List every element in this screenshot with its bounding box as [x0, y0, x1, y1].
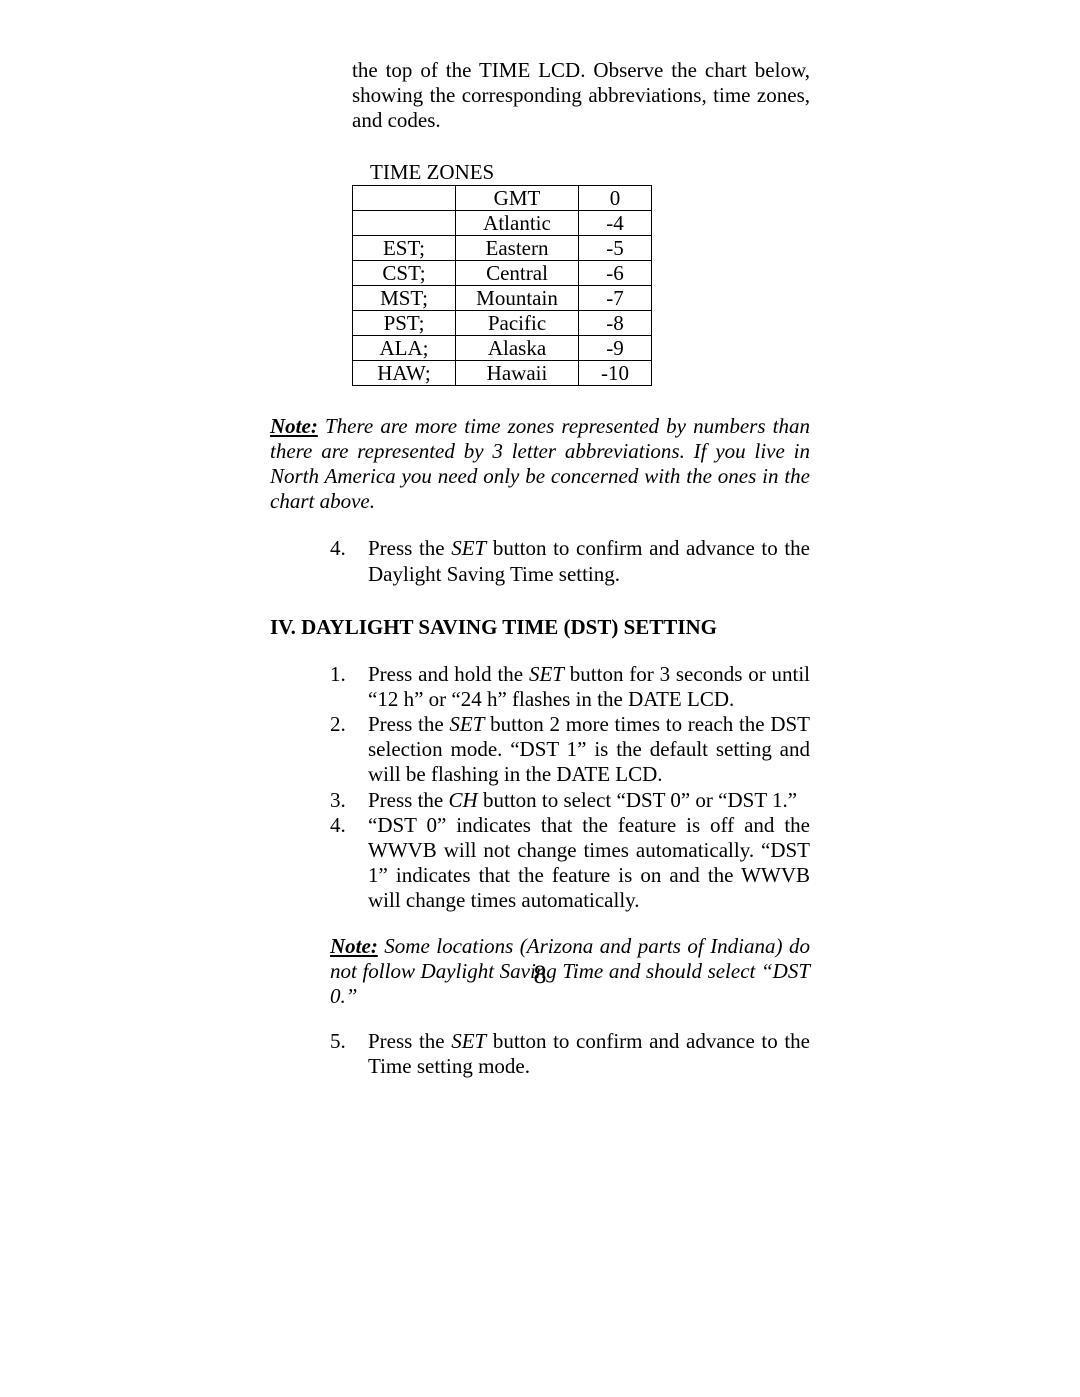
tz-code: -9: [579, 335, 652, 360]
item-text: Press and hold the SET button for 3 seco…: [368, 662, 810, 712]
item-number: 3.: [330, 788, 368, 813]
set-button-label: SET: [449, 712, 484, 736]
list-item: 4. “DST 0” indicates that the feature is…: [330, 813, 810, 914]
note-label: Note:: [270, 414, 318, 438]
tz-name: Atlantic: [456, 210, 579, 235]
list-item: 4. Press the SET button to confirm and a…: [330, 536, 810, 586]
item-number: 5.: [330, 1029, 368, 1079]
note-label: Note:: [330, 934, 378, 958]
tz-name: Alaska: [456, 335, 579, 360]
tz-name: Central: [456, 260, 579, 285]
item-text: Press the SET button to confirm and adva…: [368, 1029, 810, 1079]
set-button-label: SET: [451, 536, 486, 560]
tz-code: -8: [579, 310, 652, 335]
tz-abbr: MST;: [353, 285, 456, 310]
list-item: 3. Press the CH button to select “DST 0”…: [330, 788, 810, 813]
table-row: EST; Eastern -5: [353, 235, 652, 260]
table-row: MST; Mountain -7: [353, 285, 652, 310]
tz-abbr: HAW;: [353, 360, 456, 385]
table-row: GMT 0: [353, 185, 652, 210]
tz-abbr: PST;: [353, 310, 456, 335]
dst-step-list: 1. Press and hold the SET button for 3 s…: [330, 662, 810, 914]
time-zones-tbody: GMT 0 Atlantic -4 EST; Eastern -5 CST; C…: [353, 185, 652, 385]
time-zones-title: TIME ZONES: [370, 160, 810, 185]
step-list-continue: 4. Press the SET button to confirm and a…: [330, 536, 810, 586]
tz-abbr: ALA;: [353, 335, 456, 360]
item-number: 4.: [330, 813, 368, 914]
section-heading-dst: IV. DAYLIGHT SAVING TIME (DST) SETTING: [270, 615, 810, 640]
list-item: 1. Press and hold the SET button for 3 s…: [330, 662, 810, 712]
tz-code: -6: [579, 260, 652, 285]
tz-code: -5: [579, 235, 652, 260]
ch-button-label: CH: [449, 788, 478, 812]
note-text: There are more time zones represented by…: [270, 414, 810, 514]
table-row: ALA; Alaska -9: [353, 335, 652, 360]
set-button-label: SET: [451, 1029, 486, 1053]
tz-abbr: EST;: [353, 235, 456, 260]
tz-name: Mountain: [456, 285, 579, 310]
tz-name: Eastern: [456, 235, 579, 260]
table-row: Atlantic -4: [353, 210, 652, 235]
page-number: 8: [0, 960, 1080, 990]
manual-page: the top of the TIME LCD. Observe the cha…: [0, 0, 1080, 1397]
tz-name: GMT: [456, 185, 579, 210]
tz-abbr: [353, 210, 456, 235]
item-text: Press the SET button to confirm and adva…: [368, 536, 810, 586]
table-row: PST; Pacific -8: [353, 310, 652, 335]
tz-code: -7: [579, 285, 652, 310]
dst-step-list-continue: 5. Press the SET button to confirm and a…: [330, 1029, 810, 1079]
table-row: HAW; Hawaii -10: [353, 360, 652, 385]
intro-paragraph: the top of the TIME LCD. Observe the cha…: [352, 58, 810, 134]
time-zones-table: GMT 0 Atlantic -4 EST; Eastern -5 CST; C…: [352, 185, 652, 386]
tz-abbr: [353, 185, 456, 210]
table-row: CST; Central -6: [353, 260, 652, 285]
tz-code: 0: [579, 185, 652, 210]
item-number: 1.: [330, 662, 368, 712]
tz-code: -10: [579, 360, 652, 385]
item-text: Press the SET button 2 more times to rea…: [368, 712, 810, 788]
list-item: 2. Press the SET button 2 more times to …: [330, 712, 810, 788]
item-text: “DST 0” indicates that the feature is of…: [368, 813, 810, 914]
tz-name: Pacific: [456, 310, 579, 335]
tz-name: Hawaii: [456, 360, 579, 385]
tz-abbr: CST;: [353, 260, 456, 285]
tz-code: -4: [579, 210, 652, 235]
item-number: 4.: [330, 536, 368, 586]
set-button-label: SET: [529, 662, 564, 686]
note-timezones: Note: There are more time zones represen…: [270, 414, 810, 515]
list-item: 5. Press the SET button to confirm and a…: [330, 1029, 810, 1079]
item-text: Press the CH button to select “DST 0” or…: [368, 788, 810, 813]
item-number: 2.: [330, 712, 368, 788]
